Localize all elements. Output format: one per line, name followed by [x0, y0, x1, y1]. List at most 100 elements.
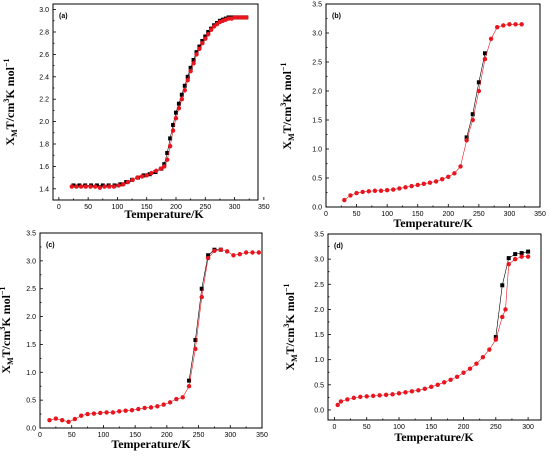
- x-tick-label: 250: [193, 432, 205, 439]
- data-point-circle: [383, 392, 389, 398]
- data-point-circle: [188, 69, 193, 74]
- data-point-circle: [110, 410, 116, 415]
- x-tick-label: 50: [84, 204, 92, 211]
- y-tick-label: 0.0: [312, 205, 322, 212]
- x-tick-label: 200: [442, 211, 454, 218]
- y-tick-label: 1.5: [314, 332, 324, 339]
- data-point-circle: [243, 250, 249, 255]
- data-point-circle: [501, 23, 506, 28]
- data-point-circle: [142, 405, 147, 411]
- data-point-circle: [372, 188, 378, 193]
- data-point-circle: [139, 174, 145, 179]
- data-point-square: [493, 335, 498, 340]
- data-point-circle: [467, 366, 473, 371]
- data-point-circle: [102, 184, 107, 189]
- x-tick-label: 50: [68, 432, 76, 439]
- data-point-circle: [231, 253, 236, 258]
- data-point-circle: [487, 347, 492, 352]
- data-point-circle: [495, 25, 500, 30]
- data-point-circle: [370, 393, 376, 399]
- y-tick-label: 0.5: [314, 382, 324, 389]
- y-axis-title-part: −1: [2, 58, 11, 67]
- series-line: [344, 23, 522, 201]
- data-point-circle: [125, 179, 131, 185]
- chart-panel-4: 0 50 100 150 200 250 300 0.0 0.5 1.0 1.5 2.0 2.5 3.0 3…: [282, 232, 542, 444]
- data-point-circle: [91, 411, 97, 416]
- data-point-circle: [480, 354, 486, 360]
- x-tick-label: 0: [333, 424, 337, 431]
- data-point-circle: [208, 27, 214, 32]
- data-point-circle: [78, 184, 84, 189]
- data-point-circle: [506, 261, 511, 267]
- data-point-circle: [403, 390, 408, 395]
- data-point-circle: [107, 184, 112, 189]
- y-axis-title-part: −1: [282, 283, 291, 292]
- data-point-circle: [121, 182, 126, 187]
- y-tick-label: 1.0: [314, 357, 324, 364]
- x-tick-label: 200: [458, 424, 470, 431]
- data-point-circle: [116, 183, 121, 188]
- x-tick-label: 350: [534, 211, 546, 218]
- data-point-square: [206, 30, 211, 34]
- y-tick-label: 2.0: [26, 314, 36, 321]
- y-axis-title-part: M: [10, 129, 19, 137]
- data-point-circle: [92, 184, 98, 189]
- data-point-circle: [180, 395, 185, 400]
- data-point-circle: [167, 400, 173, 405]
- series-line: [337, 256, 529, 406]
- data-point-circle: [203, 36, 208, 41]
- data-point-circle: [358, 394, 363, 400]
- data-point-square: [482, 51, 487, 56]
- y-axis-title: XMT/cm3K mol−1: [0, 286, 15, 373]
- data-point-circle: [130, 177, 135, 183]
- data-point-circle: [135, 175, 140, 180]
- data-point-circle: [85, 411, 90, 417]
- data-point-circle: [167, 144, 173, 149]
- x-axis-title: Temperature/K: [111, 437, 191, 451]
- data-point-circle: [53, 416, 59, 421]
- data-point-square: [513, 252, 518, 257]
- data-point-square: [162, 162, 167, 167]
- data-point-square: [191, 58, 196, 62]
- series-line: [188, 249, 221, 381]
- data-point-square: [174, 110, 178, 115]
- y-tick-label: 0.0: [314, 407, 324, 414]
- data-point-circle: [354, 190, 359, 196]
- y-axis-title: XMT/cm3K mol−1: [279, 62, 296, 149]
- y-tick-label: 2.0: [312, 89, 322, 96]
- y-axis-title-part: X: [283, 362, 297, 371]
- data-point-circle: [155, 404, 160, 409]
- data-point-square: [476, 80, 481, 85]
- y-tick-label: 1.5: [312, 118, 322, 125]
- y-axis-title-part: M: [287, 133, 296, 141]
- data-point-circle: [513, 22, 518, 27]
- y-axis-title-part: T/cm: [283, 328, 297, 355]
- data-point-circle: [441, 380, 447, 385]
- data-point-circle: [136, 406, 141, 412]
- data-point-circle: [488, 36, 494, 41]
- chart-panel-3: 0 50 100 150 200 250 300 350 0.0 0.5 1.0 1.5 2.0 2.5 3…: [0, 231, 268, 452]
- plot-frame: [52, 3, 259, 201]
- x-tick-label: 250: [199, 204, 211, 211]
- data-point-circle: [512, 256, 518, 262]
- data-point-circle: [461, 370, 466, 375]
- data-point-circle: [144, 173, 149, 178]
- data-point-circle: [458, 164, 463, 169]
- data-point-square: [470, 112, 475, 117]
- y-axis-title-part: T/cm: [3, 103, 17, 130]
- data-point-circle: [153, 168, 159, 174]
- data-point-circle: [182, 88, 187, 93]
- panel-label: (c): [46, 242, 55, 249]
- y-axis-title-part: 3: [2, 99, 11, 103]
- data-point-circle: [170, 128, 176, 133]
- data-point-square: [199, 286, 204, 291]
- data-point-circle: [111, 184, 117, 189]
- data-point-circle: [403, 185, 408, 190]
- x-tick-label: 350: [256, 432, 268, 439]
- x-axis-title: Temperature/K: [393, 216, 473, 230]
- x-tick-label: 100: [393, 424, 405, 431]
- y-axis-title-part: X: [0, 365, 13, 374]
- x-tick-label: 50: [353, 211, 361, 218]
- data-point-circle: [162, 164, 167, 169]
